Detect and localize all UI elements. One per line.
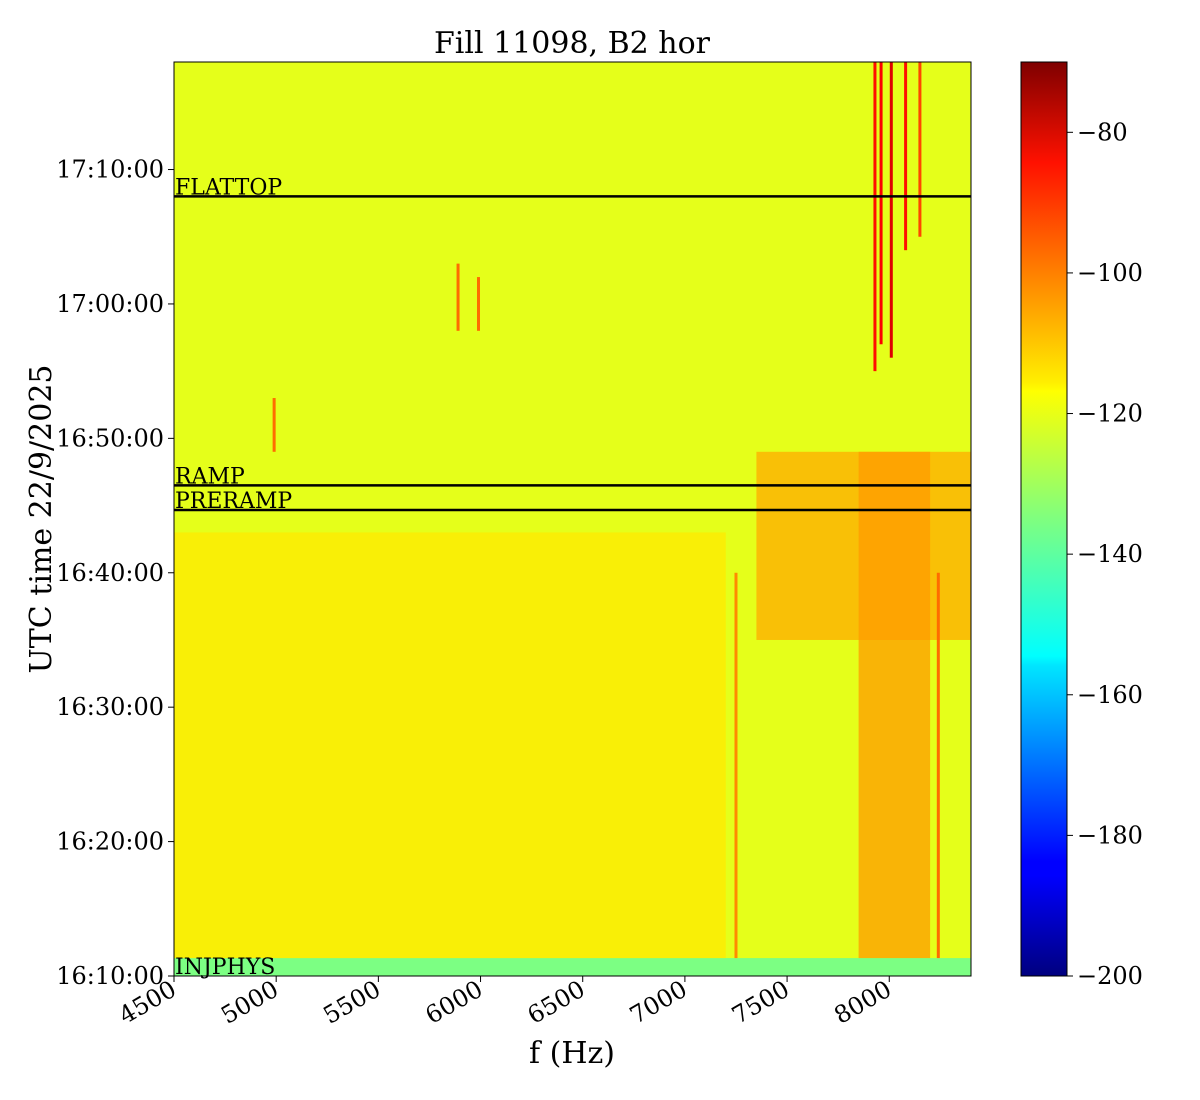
x-tick-label: 5500 bbox=[318, 975, 385, 1030]
x-tick-label: 6500 bbox=[523, 975, 590, 1030]
heatmap-area bbox=[174, 62, 971, 976]
phase-label-preramp: PRERAMP bbox=[175, 489, 292, 514]
phase-label-ramp: RAMP bbox=[175, 464, 245, 489]
plot-frame bbox=[173, 61, 972, 977]
y-tick-label: 16:50:00 bbox=[56, 424, 164, 452]
phase-label-flattop: FLATTOP bbox=[175, 175, 282, 200]
y-axis-label: UTC time 22/9/2025 bbox=[24, 365, 59, 674]
spectral-line-7 bbox=[889, 62, 893, 358]
y-tick-label: 16:40:00 bbox=[56, 559, 164, 587]
colorbar-tick-label: −200 bbox=[1077, 962, 1143, 990]
y-tick-label: 17:10:00 bbox=[56, 156, 164, 184]
x-tick-label: 6000 bbox=[421, 975, 488, 1030]
colorbar: −80 −100 −120 −140 −160 −180 −200 bbox=[1020, 61, 1143, 990]
colorbar-tick-label: −140 bbox=[1077, 540, 1143, 568]
x-tick-label: 7500 bbox=[727, 975, 794, 1030]
y-tick-label: 16:20:00 bbox=[56, 828, 164, 856]
spectral-line-1 bbox=[272, 398, 276, 452]
colorbar-tick-label: −100 bbox=[1077, 259, 1143, 287]
heatmap-region-4 bbox=[858, 451, 931, 959]
x-axis-label: f (Hz) bbox=[529, 1036, 615, 1071]
spectral-line-5 bbox=[873, 62, 877, 372]
spectral-line-9 bbox=[918, 62, 922, 237]
colorbar-gradient bbox=[1020, 61, 1068, 977]
x-tick-label: 5000 bbox=[216, 975, 283, 1030]
colorbar-tick-label: −80 bbox=[1077, 118, 1128, 146]
heatmap-region-1 bbox=[174, 958, 971, 976]
spectral-line-6 bbox=[879, 62, 883, 345]
spectral-line-10 bbox=[936, 572, 940, 959]
colorbar-tick-label: −180 bbox=[1077, 821, 1143, 849]
x-tick-label: 7000 bbox=[625, 975, 692, 1030]
chart-title: Fill 11098, B2 hor bbox=[434, 26, 711, 61]
spectral-line-3 bbox=[476, 277, 480, 331]
spectral-line-2 bbox=[456, 263, 460, 331]
colorbar-tick-label: −160 bbox=[1077, 681, 1143, 709]
heatmap-region-2 bbox=[174, 532, 726, 959]
y-tick-label: 16:30:00 bbox=[56, 693, 164, 721]
y-tick-label: 17:00:00 bbox=[56, 290, 164, 318]
colorbar-tick-label: −120 bbox=[1077, 400, 1143, 428]
spectral-line-4 bbox=[734, 572, 738, 959]
x-tick-label: 8000 bbox=[829, 975, 896, 1030]
spectral-line-8 bbox=[904, 62, 908, 251]
y-tick-label: 16:10:00 bbox=[56, 962, 164, 990]
